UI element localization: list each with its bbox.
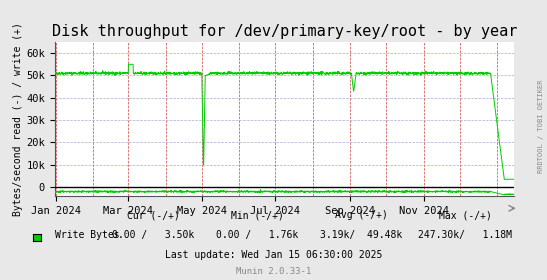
Text: Last update: Wed Jan 15 06:30:00 2025: Last update: Wed Jan 15 06:30:00 2025 [165, 249, 382, 260]
Text: Munin 2.0.33-1: Munin 2.0.33-1 [236, 267, 311, 276]
Text: 3.19k/  49.48k: 3.19k/ 49.48k [320, 230, 402, 240]
Text: 247.30k/   1.18M: 247.30k/ 1.18M [418, 230, 512, 240]
Y-axis label: Bytes/second read (-) / write (+): Bytes/second read (-) / write (+) [14, 22, 24, 216]
Text: Max (-/+): Max (-/+) [439, 210, 491, 220]
Text: Write Bytes: Write Bytes [55, 230, 119, 240]
Text: Avg (-/+): Avg (-/+) [335, 210, 387, 220]
Text: RRDTOOL / TOBI OETIKER: RRDTOOL / TOBI OETIKER [538, 79, 544, 173]
Title: Disk throughput for /dev/primary-key/root - by year: Disk throughput for /dev/primary-key/roo… [52, 24, 517, 39]
Text: Min (-/+): Min (-/+) [231, 210, 283, 220]
Text: 0.00 /   3.50k: 0.00 / 3.50k [112, 230, 194, 240]
Text: 0.00 /   1.76k: 0.00 / 1.76k [216, 230, 298, 240]
Text: Cur (-/+): Cur (-/+) [127, 210, 179, 220]
